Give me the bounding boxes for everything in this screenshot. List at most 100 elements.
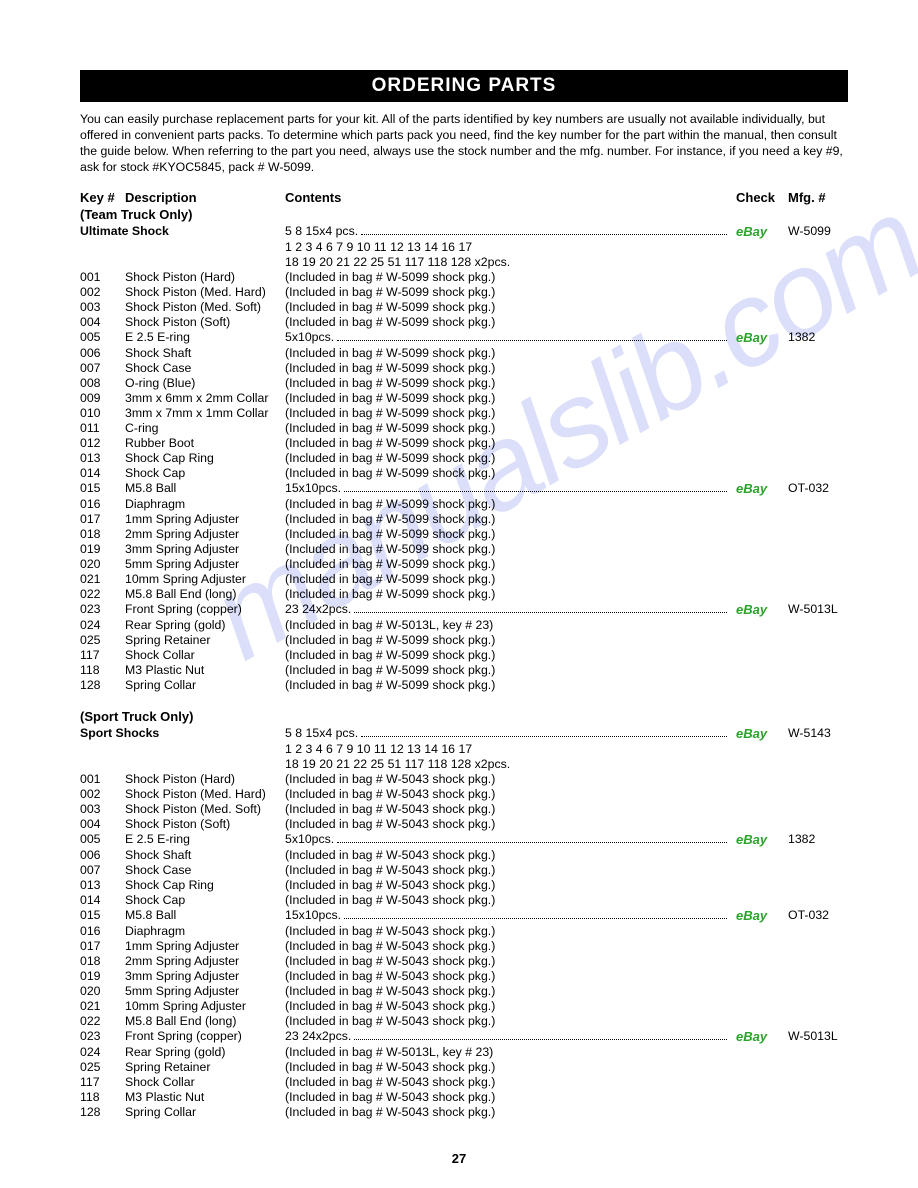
row-contents: (Included in bag # W-5099 shock pkg.) <box>285 436 736 451</box>
row-desc: Shock Collar <box>125 648 285 663</box>
row-desc: M3 Plastic Nut <box>125 1090 285 1105</box>
page-number: 27 <box>0 1151 918 1166</box>
lead-extra-line: 18 19 20 21 22 25 51 117 118 128 x2pcs. <box>80 757 848 772</box>
row-key: 024 <box>80 1045 125 1060</box>
row-check: eBay <box>736 330 788 346</box>
row-key: 001 <box>80 772 125 787</box>
table-row: 005E 2.5 E-ring5x10pcs.eBay1382 <box>80 330 848 346</box>
table-row: 001Shock Piston (Hard)(Included in bag #… <box>80 772 848 787</box>
ebay-link[interactable]: eBay <box>736 726 767 741</box>
row-desc: Shock Shaft <box>125 346 285 361</box>
row-key: 021 <box>80 572 125 587</box>
row-key: 003 <box>80 802 125 817</box>
row-contents: (Included in bag # W-5099 shock pkg.) <box>285 391 736 406</box>
row-contents: (Included in bag # W-5099 shock pkg.) <box>285 497 736 512</box>
row-contents: (Included in bag # W-5099 shock pkg.) <box>285 587 736 602</box>
row-desc: Shock Piston (Soft) <box>125 817 285 832</box>
ebay-link[interactable]: eBay <box>736 832 767 847</box>
section-lead-row: Ultimate Shock5 8 15x4 pcs.eBayW-5099 <box>80 224 848 240</box>
row-key: 118 <box>80 663 125 678</box>
page: manualslib.com ORDERING PARTS You can ea… <box>0 0 918 1188</box>
row-key: 016 <box>80 497 125 512</box>
lead-contents: 5 8 15x4 pcs. <box>285 726 736 741</box>
table-row: 02110mm Spring Adjuster(Included in bag … <box>80 999 848 1014</box>
section-lead-row: Sport Shocks5 8 15x4 pcs.eBay W-5143 <box>80 726 848 742</box>
table-row: 0182mm Spring Adjuster(Included in bag #… <box>80 527 848 542</box>
ebay-link[interactable]: eBay <box>736 224 767 239</box>
row-desc: M3 Plastic Nut <box>125 663 285 678</box>
row-key: 020 <box>80 557 125 572</box>
row-check: eBay <box>736 908 788 924</box>
row-key: 002 <box>80 285 125 300</box>
row-key: 014 <box>80 466 125 481</box>
table-row: 002Shock Piston (Med. Hard)(Included in … <box>80 787 848 802</box>
row-contents: (Included in bag # W-5099 shock pkg.) <box>285 451 736 466</box>
row-desc: 3mm x 7mm x 1mm Collar <box>125 406 285 421</box>
row-contents: (Included in bag # W-5099 shock pkg.) <box>285 300 736 315</box>
row-contents: (Included in bag # W-5099 shock pkg.) <box>285 527 736 542</box>
row-key: 017 <box>80 939 125 954</box>
row-contents: (Included in bag # W-5043 shock pkg.) <box>285 878 736 893</box>
row-contents: (Included in bag # W-5013L, key # 23) <box>285 1045 736 1060</box>
table-row: 118M3 Plastic Nut(Included in bag # W-50… <box>80 1090 848 1105</box>
row-contents: (Included in bag # W-5043 shock pkg.) <box>285 817 736 832</box>
table-row: 003Shock Piston (Med. Soft)(Included in … <box>80 802 848 817</box>
lead-extra-line: 1 2 3 4 6 7 9 10 11 12 13 14 16 17 <box>80 742 848 757</box>
row-contents: (Included in bag # W-5099 shock pkg.) <box>285 315 736 330</box>
table-row: 0205mm Spring Adjuster(Included in bag #… <box>80 984 848 999</box>
row-contents: (Included in bag # W-5099 shock pkg.) <box>285 376 736 391</box>
row-contents: (Included in bag # W-5043 shock pkg.) <box>285 848 736 863</box>
row-desc: Shock Cap <box>125 466 285 481</box>
lead-mfg: W-5099 <box>788 224 848 239</box>
row-contents: (Included in bag # W-5043 shock pkg.) <box>285 924 736 939</box>
row-contents: (Included in bag # W-5043 shock pkg.) <box>285 802 736 817</box>
row-desc: 10mm Spring Adjuster <box>125 572 285 587</box>
row-desc: 5mm Spring Adjuster <box>125 984 285 999</box>
table-row: 128Spring Collar(Included in bag # W-504… <box>80 1105 848 1120</box>
row-key: 022 <box>80 587 125 602</box>
table-row: 0182mm Spring Adjuster(Included in bag #… <box>80 954 848 969</box>
table-row: 0171mm Spring Adjuster(Included in bag #… <box>80 939 848 954</box>
row-contents: (Included in bag # W-5043 shock pkg.) <box>285 787 736 802</box>
row-contents: (Included in bag # W-5099 shock pkg.) <box>285 406 736 421</box>
ebay-link[interactable]: eBay <box>736 602 767 617</box>
row-contents: 23 24x2pcs. <box>285 602 736 617</box>
row-mfg: W-5013L <box>788 602 848 617</box>
row-check: eBay <box>736 602 788 618</box>
row-key: 014 <box>80 893 125 908</box>
header-contents: Contents <box>285 190 736 205</box>
row-desc: Shock Piston (Med. Soft) <box>125 300 285 315</box>
row-key: 023 <box>80 602 125 617</box>
lead-mfg: W-5143 <box>788 726 848 741</box>
row-contents: (Included in bag # W-5043 shock pkg.) <box>285 1060 736 1075</box>
ebay-link[interactable]: eBay <box>736 908 767 923</box>
row-desc: Rear Spring (gold) <box>125 1045 285 1060</box>
row-key: 018 <box>80 954 125 969</box>
row-mfg: 1382 <box>788 832 848 847</box>
table-row: 025Spring Retainer(Included in bag # W-5… <box>80 1060 848 1075</box>
row-key: 118 <box>80 1090 125 1105</box>
row-check: eBay <box>736 481 788 497</box>
ebay-link[interactable]: eBay <box>736 481 767 496</box>
row-contents: (Included in bag # W-5043 shock pkg.) <box>285 999 736 1014</box>
header-mfg: Mfg. # <box>788 190 848 205</box>
section-subhead: Sport Shocks <box>80 726 285 741</box>
table-row: 016Diaphragm(Included in bag # W-5043 sh… <box>80 924 848 939</box>
row-desc: 10mm Spring Adjuster <box>125 999 285 1014</box>
table-row: 128Spring Collar(Included in bag # W-509… <box>80 678 848 693</box>
ebay-link[interactable]: eBay <box>736 1029 767 1044</box>
table-row: 015M5.8 Ball15x10pcs.eBayOT-032 <box>80 481 848 497</box>
row-desc: 1mm Spring Adjuster <box>125 512 285 527</box>
row-contents: (Included in bag # W-5099 shock pkg.) <box>285 678 736 693</box>
sections-mount: (Team Truck Only)Ultimate Shock5 8 15x4 … <box>80 207 848 1120</box>
row-key: 025 <box>80 1060 125 1075</box>
row-contents: (Included in bag # W-5099 shock pkg.) <box>285 542 736 557</box>
row-contents: (Included in bag # W-5043 shock pkg.) <box>285 939 736 954</box>
row-desc: C-ring <box>125 421 285 436</box>
row-contents: (Included in bag # W-5043 shock pkg.) <box>285 863 736 878</box>
table-row: 024Rear Spring (gold)(Included in bag # … <box>80 618 848 633</box>
table-row: 0093mm x 6mm x 2mm Collar(Included in ba… <box>80 391 848 406</box>
row-desc: E 2.5 E-ring <box>125 832 285 847</box>
row-contents: (Included in bag # W-5099 shock pkg.) <box>285 512 736 527</box>
ebay-link[interactable]: eBay <box>736 330 767 345</box>
